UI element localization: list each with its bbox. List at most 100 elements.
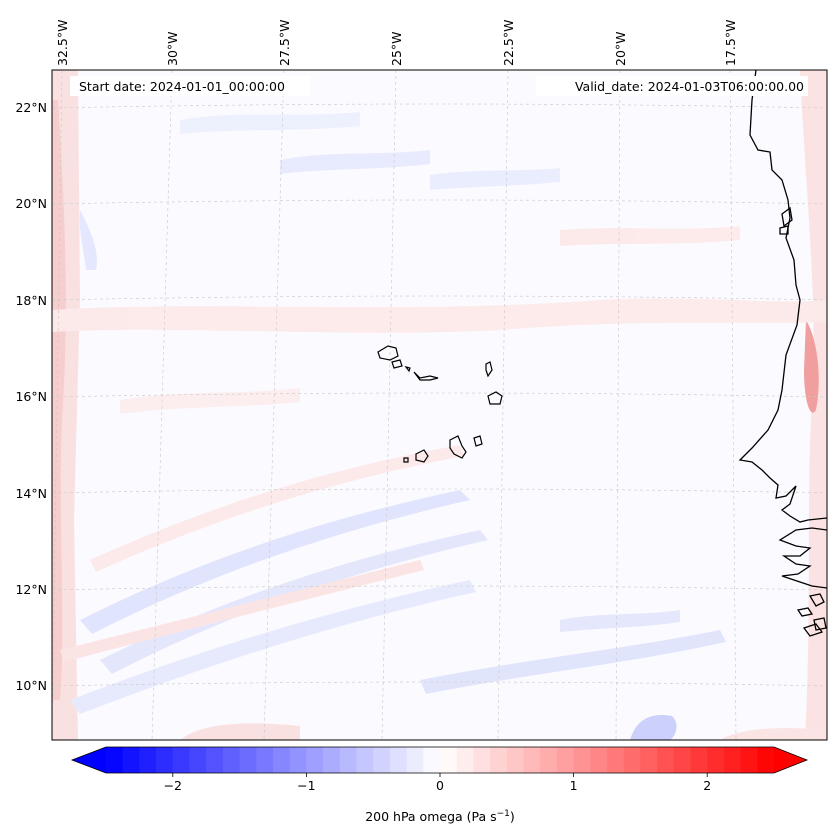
omega-negative-diagonal-c (70, 580, 476, 714)
colorbar-ticks: −2 −1 0 1 2 (164, 773, 711, 793)
colorbar-cell (506, 747, 524, 773)
omega-positive-streak-a (560, 226, 740, 246)
lat-label-22n: 22°N (15, 100, 47, 115)
island-sal (485, 361, 493, 378)
colorbar-cell (573, 747, 591, 773)
colorbar-tick-label: 1 (570, 778, 578, 793)
colorbar-cell (323, 747, 341, 773)
senegal-coastline (778, 527, 827, 589)
colorbar-cell (540, 747, 558, 773)
lon-label-27-5w: 27.5°W (277, 20, 292, 66)
colorbar-cell (657, 747, 675, 773)
cape-verde-islands (377, 345, 503, 463)
island-sao-nicolau (413, 371, 439, 381)
colorbar-cell (256, 747, 274, 773)
colorbar-tick-label: 2 (703, 778, 711, 793)
colorbar-cell (156, 747, 174, 773)
lon-label-32-5w: 32.5°W (55, 20, 70, 66)
colorbar-cell (640, 747, 658, 773)
colorbar-cell (356, 747, 374, 773)
lat-label-10n: 10°N (15, 678, 47, 693)
omega-positive-blob-southeast (720, 728, 827, 740)
colorbar-cell (440, 747, 458, 773)
colorbar-cell (139, 747, 157, 773)
omega-positive-streak-b (120, 388, 300, 414)
gridline-lon-17-5w (729, 70, 737, 740)
omega-negative-streak-c (430, 168, 560, 190)
colorbar-cell (490, 747, 508, 773)
colorbar-cell (556, 747, 575, 773)
omega-negative-diagonal-b (100, 530, 488, 674)
island-brava (403, 457, 409, 463)
graticule (52, 70, 827, 740)
colorbar-label: 200 hPa omega (Pa s−1) (365, 809, 515, 824)
colorbar-cell (206, 747, 224, 773)
colorbar-cell (473, 747, 491, 773)
colorbar-cell (456, 747, 474, 773)
colorbar-cell (740, 747, 758, 773)
valid-date-box (536, 76, 808, 96)
omega-positive-core-west (52, 100, 66, 700)
colorbar-cell (757, 747, 775, 773)
gridline-lat-16n (52, 392, 827, 398)
start-date-label: Start date: 2024-01-01_00:00:00 (79, 79, 285, 94)
lon-label-25w: 25°W (389, 31, 404, 66)
island-fogo (415, 449, 429, 463)
colorbar-cells (72, 747, 807, 773)
island-santa-luzia (404, 366, 411, 373)
colorbar-cell (172, 747, 190, 773)
colorbar-label-exponent: −1 (497, 809, 510, 819)
omega-positive-core-east (804, 320, 819, 413)
guinea-bissau-islands (796, 593, 827, 637)
colorbar-cell (690, 747, 708, 773)
omega-positive-diagonal-b (60, 560, 424, 662)
lat-label-14n: 14°N (15, 486, 47, 501)
lon-label-17-5w: 17.5°W (723, 20, 738, 66)
omega-negative-streak-b (280, 150, 430, 174)
lat-label-12n: 12°N (15, 582, 47, 597)
omega-field (52, 70, 827, 740)
colorbar-label-close: ) (510, 809, 515, 824)
colorbar-cell (423, 747, 441, 773)
lat-label-18n: 18°N (15, 293, 47, 308)
gridline-lon-20w (615, 70, 621, 740)
lon-label-22-5w: 22.5°W (501, 20, 516, 66)
mauritania-islands (779, 206, 793, 235)
colorbar-cell (222, 747, 241, 773)
gridline-lat-10n (52, 681, 827, 687)
gridline-lat-22n (52, 103, 827, 109)
gridline-lat-20n (52, 199, 827, 205)
lat-label-16n: 16°N (15, 389, 47, 404)
omega-negative-blob-south (630, 715, 677, 740)
omega-positive-band-18n (52, 298, 827, 333)
gridline-lon-30w (151, 70, 173, 740)
gridline-lon-32-5w (52, 70, 63, 740)
colorbar-cell (239, 747, 257, 773)
gridline-lat-14n (52, 488, 827, 494)
omega-negative-diagonal-a (80, 490, 470, 634)
colorbar-cell (673, 747, 691, 773)
omega-negative-streak-a (180, 112, 360, 134)
island-sao-vicente (391, 359, 403, 369)
colorbar-cell (373, 747, 391, 773)
colorbar-tick-label: −1 (297, 778, 315, 793)
island-santo-antao (377, 345, 399, 361)
island-maio (473, 435, 483, 447)
colorbar-extend-min (72, 747, 106, 773)
latitude-labels: 22°N 20°N 18°N 16°N 14°N 12°N 10°N (15, 100, 47, 693)
colorbar-cell (289, 747, 307, 773)
lon-label-20w: 20°W (613, 31, 628, 66)
colorbar-cell (623, 747, 641, 773)
omega-negative-blob-east (560, 610, 680, 632)
colorbar-cell (406, 747, 424, 773)
colorbar-cell (122, 747, 140, 773)
colorbar-cell (607, 747, 625, 773)
gridline-lat-12n (52, 585, 827, 591)
colorbar-extend-max (774, 747, 807, 773)
island-santiago (449, 435, 467, 459)
start-date-box (70, 76, 310, 96)
lon-label-30w: 30°W (165, 31, 180, 66)
colorbar-cell (590, 747, 608, 773)
omega-positive-blob-southwest (180, 723, 300, 740)
